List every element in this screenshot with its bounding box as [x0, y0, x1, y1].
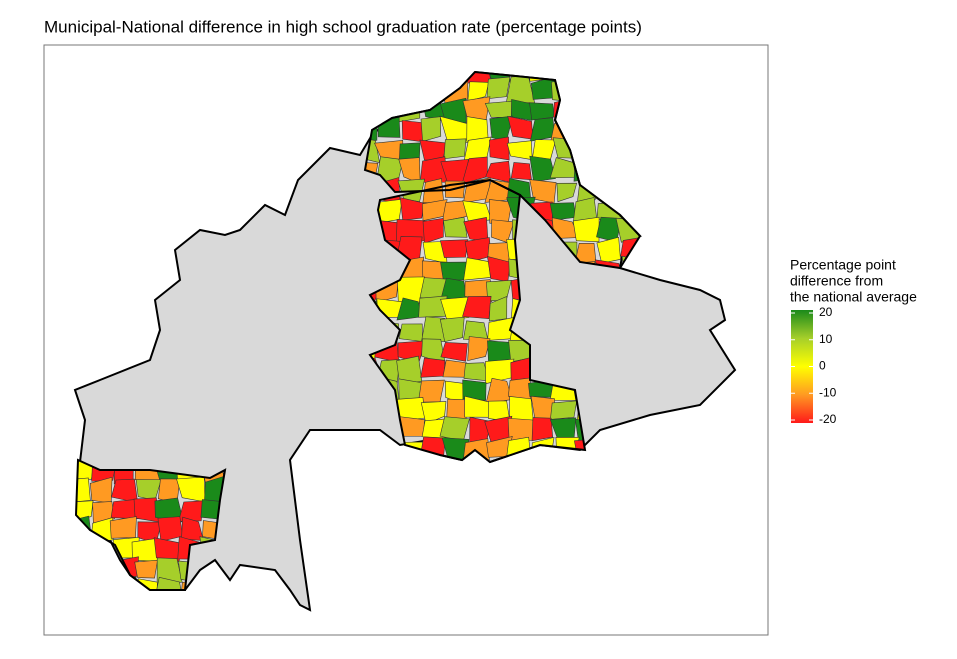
legend-tick-label: -20: [819, 412, 837, 426]
legend-tick-label: 10: [819, 332, 833, 346]
municipality: [421, 338, 446, 364]
municipality: [439, 97, 467, 123]
municipality: [529, 102, 555, 121]
legend-title: Percentage point: [790, 257, 896, 273]
municipality: [109, 516, 137, 539]
municipality: [510, 98, 533, 121]
municipality: [397, 276, 426, 305]
municipality: [531, 417, 554, 442]
municipality: [439, 316, 465, 343]
municipality: [443, 138, 467, 160]
legend-tick-label: 20: [819, 305, 833, 319]
municipality: [550, 400, 578, 420]
municipality: [467, 81, 490, 102]
region-borders: [74, 70, 642, 591]
legend-title: the national average: [790, 289, 917, 305]
municipality: [420, 116, 442, 142]
municipality: [134, 559, 158, 579]
municipality: [178, 500, 204, 522]
municipality: [420, 357, 446, 378]
legend-title: difference from: [790, 273, 883, 289]
municipality: [596, 236, 621, 264]
municipality: [467, 336, 491, 361]
municipality: [489, 136, 510, 161]
municipality: [92, 501, 115, 525]
municipality: [486, 76, 511, 100]
municipality: [154, 576, 183, 590]
municipality: [156, 557, 183, 584]
municipality: [399, 197, 425, 221]
legend-tick-label: 0: [819, 359, 826, 373]
municipality: [529, 155, 556, 183]
municipality: [398, 323, 423, 342]
municipality: [462, 379, 487, 401]
municipality: [463, 257, 491, 281]
municipality: [440, 342, 468, 362]
municipality: [572, 216, 600, 243]
municipality: [463, 362, 490, 382]
municipality: [440, 239, 469, 258]
municipality: [466, 116, 489, 142]
map-title: Municipal-National difference in high sc…: [44, 17, 642, 36]
municipality: [440, 296, 470, 321]
municipality: [462, 96, 491, 122]
municipality: [556, 182, 578, 203]
municipality: [420, 401, 447, 425]
municipality: [418, 295, 448, 318]
municipality: [76, 500, 94, 522]
municipality: [549, 202, 577, 221]
colorbar: [791, 310, 813, 423]
legend-tick-label: -10: [819, 385, 837, 399]
municipality: [443, 216, 468, 238]
municipality: [422, 217, 444, 244]
municipality: [509, 396, 534, 421]
municipality: [510, 162, 532, 181]
municipality: [462, 296, 492, 320]
